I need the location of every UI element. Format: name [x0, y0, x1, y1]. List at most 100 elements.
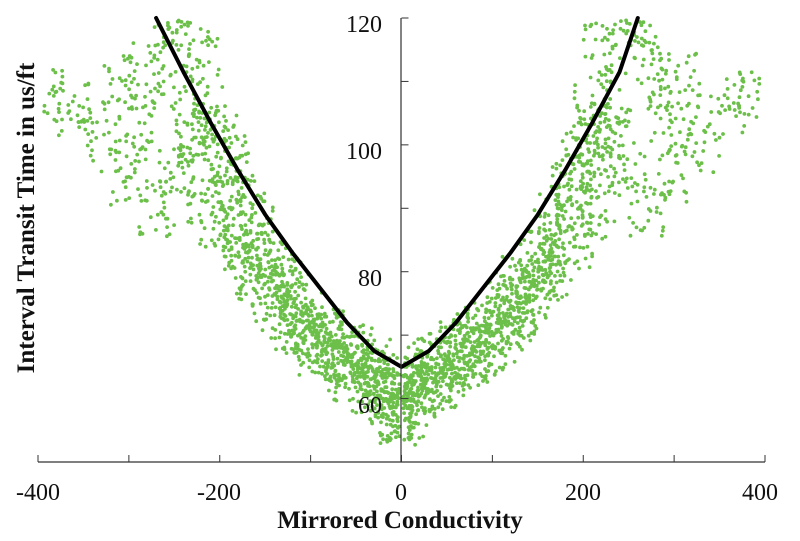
scatter-point: [354, 410, 358, 415]
scatter-point: [361, 323, 365, 328]
scatter-point: [378, 393, 382, 398]
scatter-point: [658, 103, 663, 108]
scatter-point: [413, 442, 417, 447]
scatter-point: [460, 345, 465, 349]
scatter-point: [600, 38, 605, 43]
scatter-point: [502, 320, 507, 325]
scatter-point: [424, 423, 429, 427]
scatter-point: [359, 410, 364, 415]
scatter-point: [187, 189, 191, 194]
scatter-point: [207, 178, 212, 183]
scatter-point: [387, 404, 392, 409]
scatter-point: [212, 241, 217, 246]
scatter-point: [224, 166, 229, 171]
scatter-point: [658, 93, 663, 97]
scatter-point: [360, 349, 365, 354]
scatter-point: [250, 213, 254, 217]
scatter-point: [273, 258, 277, 262]
scatter-point: [563, 209, 568, 214]
scatter-point: [376, 366, 381, 371]
scatter-point: [284, 351, 289, 355]
scatter-point: [430, 404, 435, 409]
scatter-point: [138, 193, 143, 198]
scatter-point: [297, 280, 302, 284]
scatter-point: [262, 252, 267, 257]
scatter-point: [648, 104, 653, 108]
scatter-point: [544, 254, 548, 259]
scatter-point: [469, 364, 474, 369]
scatter-point: [608, 124, 612, 128]
scatter-point: [172, 223, 177, 228]
scatter-point: [319, 350, 324, 354]
scatter-point: [310, 369, 315, 374]
scatter-point: [273, 305, 278, 310]
scatter-point: [740, 85, 745, 89]
scatter-point: [532, 265, 537, 270]
scatter-point: [260, 328, 265, 333]
scatter-point: [581, 37, 586, 42]
scatter-point: [158, 185, 163, 190]
scatter-point: [640, 228, 644, 233]
scatter-point: [629, 201, 634, 206]
scatter-point: [652, 187, 657, 192]
scatter-point: [642, 225, 647, 230]
scatter-point: [442, 395, 446, 400]
scatter-point: [186, 53, 191, 57]
scatter-point: [584, 188, 589, 193]
scatter-point: [257, 222, 262, 227]
scatter-point: [532, 318, 536, 322]
scatter-point: [379, 396, 384, 401]
scatter-point: [515, 292, 519, 296]
scatter-point: [263, 274, 268, 278]
scatter-point: [117, 76, 122, 81]
scatter-point: [241, 260, 245, 265]
scatter-point: [692, 150, 697, 154]
scatter-point: [508, 298, 513, 303]
scatter-point: [504, 311, 509, 316]
scatter-point: [429, 376, 433, 380]
scatter-point: [549, 288, 554, 293]
scatter-point: [599, 82, 604, 86]
scatter-point: [240, 153, 245, 158]
scatter-point: [354, 344, 359, 349]
scatter-point: [746, 112, 751, 117]
scatter-point: [317, 313, 322, 318]
scatter-point: [545, 305, 550, 310]
scatter-point: [297, 358, 302, 362]
scatter-point: [299, 363, 303, 367]
scatter-point: [619, 106, 624, 111]
scatter-point: [619, 134, 623, 138]
scatter-point: [556, 206, 561, 211]
scatter-point: [487, 341, 491, 345]
scatter-point: [252, 311, 257, 316]
scatter-point: [239, 186, 244, 190]
scatter-point: [352, 362, 357, 367]
scatter-point: [262, 237, 266, 242]
scatter-point: [143, 198, 148, 203]
scatter-point: [255, 257, 260, 262]
scatter-point: [575, 259, 580, 264]
scatter-point: [478, 352, 483, 357]
scatter-point: [547, 290, 552, 295]
scatter-point: [594, 129, 599, 134]
scatter-point: [613, 170, 618, 175]
scatter-point: [143, 157, 148, 162]
scatter-point: [161, 40, 166, 45]
scatter-point: [155, 212, 160, 217]
scatter-point: [174, 129, 179, 134]
scatter-point: [501, 365, 506, 370]
scatter-point: [613, 22, 617, 27]
scatter-point: [325, 331, 329, 336]
scatter-point: [159, 210, 164, 215]
scatter-point: [433, 376, 437, 381]
scatter-point: [247, 249, 251, 254]
scatter-point: [451, 352, 456, 357]
scatter-point: [484, 369, 489, 374]
scatter-point: [656, 172, 661, 176]
scatter-point: [508, 264, 512, 269]
scatter-point: [545, 275, 550, 280]
scatter-point: [684, 199, 689, 204]
scatter-point: [358, 366, 363, 371]
scatter-point: [118, 166, 123, 171]
scatter-point: [241, 193, 246, 197]
